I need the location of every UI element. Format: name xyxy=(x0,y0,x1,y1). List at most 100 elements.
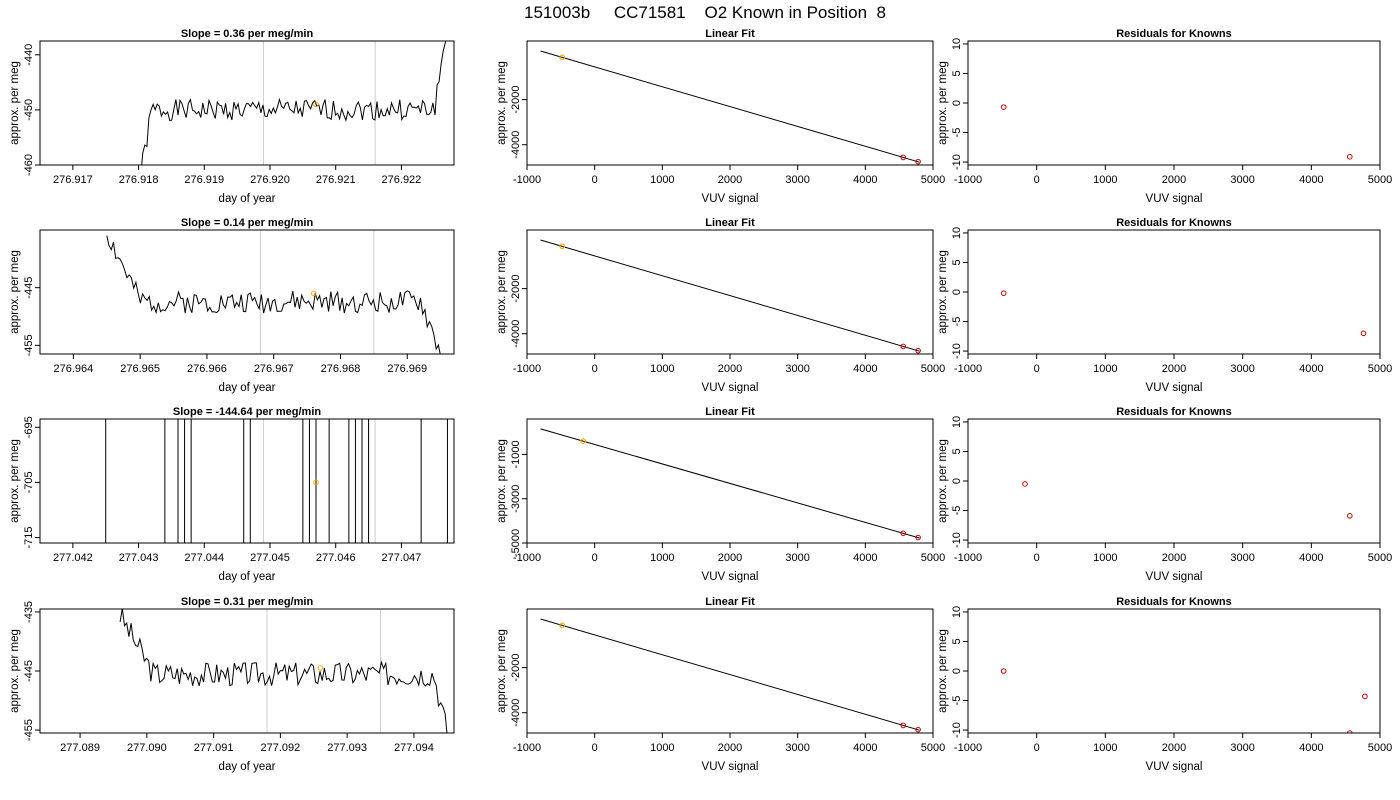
y-tick-label: 5 xyxy=(951,638,963,644)
y-tick-label: 0 xyxy=(951,478,963,484)
panel-r1-c3: Residuals for Knowns -1000 0 1000 2000 3000 40… xyxy=(937,28,1392,205)
x-tick-label: 277.090 xyxy=(127,742,167,754)
plot-frame xyxy=(967,229,1381,355)
x-tick-label: 4000 xyxy=(1299,552,1323,564)
y-tick-label: 5 xyxy=(951,259,963,265)
x-tick-label: 0 xyxy=(1034,174,1040,186)
x-tick-label: -1000 xyxy=(513,552,541,564)
x-tick-label: 0 xyxy=(592,174,598,186)
y-tick-label: -2000 xyxy=(510,275,522,303)
panel-title: Residuals for Knowns xyxy=(1116,217,1232,229)
x-tick-label: 3000 xyxy=(785,552,809,564)
plot-area xyxy=(1000,104,1353,160)
y-tick-label: -445 xyxy=(23,660,35,682)
y-tick-label: -2000 xyxy=(510,86,522,114)
plot-frame xyxy=(39,418,455,544)
plot-frame xyxy=(967,608,1381,734)
y-tick-label: 0 xyxy=(951,668,963,674)
data-point-red xyxy=(900,530,907,537)
marker-point xyxy=(313,101,319,108)
fit-line xyxy=(540,50,920,163)
marker-point xyxy=(317,665,324,671)
plot-frame xyxy=(39,40,455,166)
panel-title: Residuals for Knowns xyxy=(1116,596,1232,608)
plot-frame xyxy=(526,608,934,734)
x-tick-label: 4000 xyxy=(853,742,877,754)
y-tick-label: -440 xyxy=(23,44,35,66)
panel-title: Slope = 0.14 per meg/min xyxy=(181,217,314,229)
data-point-red xyxy=(915,158,921,165)
x-tick-label: 277.046 xyxy=(316,552,356,564)
panel-title: Linear Fit xyxy=(705,217,755,229)
x-tick-label: 1000 xyxy=(650,742,674,754)
x-tick-label: 277.042 xyxy=(53,552,93,564)
plot-frame xyxy=(39,229,455,355)
data-point-red xyxy=(1360,330,1367,337)
x-tick-label: 2000 xyxy=(718,552,742,564)
data-point-orange xyxy=(559,622,566,629)
x-tick-label: 4000 xyxy=(853,552,877,564)
plot-area xyxy=(540,239,921,354)
x-axis-label: VUV signal xyxy=(1146,761,1203,773)
data-point-red xyxy=(1346,730,1353,733)
x-tick-label: 0 xyxy=(1034,742,1040,754)
x-tick-label: 276.969 xyxy=(387,363,427,375)
x-tick-label: 0 xyxy=(592,742,598,754)
data-point-orange xyxy=(559,243,566,250)
data-point-red xyxy=(1000,668,1007,674)
data-point-red xyxy=(1362,693,1368,700)
x-tick-label: 276.919 xyxy=(184,174,224,186)
y-tick-label: -445 xyxy=(23,277,35,299)
y-tick-label: -705 xyxy=(23,471,35,493)
x-tick-label: 277.043 xyxy=(119,552,159,564)
y-tick-label: -2000 xyxy=(510,654,522,682)
y-tick-label: -460 xyxy=(23,154,35,176)
plot-area xyxy=(1000,668,1368,733)
fit-line xyxy=(540,618,920,731)
plot-area xyxy=(1022,481,1353,519)
panel-title: Linear Fit xyxy=(705,28,755,40)
x-tick-label: 1000 xyxy=(1093,363,1117,375)
x-tick-label: 0 xyxy=(1034,552,1040,564)
marker-point xyxy=(313,479,319,486)
x-tick-label: 277.047 xyxy=(382,552,422,564)
y-tick-label: -695 xyxy=(23,416,35,438)
panel-r3-c2: Linear Fit -1000 0 1000 2000 3000 4000 5000 -500… xyxy=(496,406,945,583)
data-point-red xyxy=(1000,104,1007,110)
x-tick-label: 2000 xyxy=(718,174,742,186)
x-tick-label: 276.965 xyxy=(120,363,160,375)
x-tick-label: 2000 xyxy=(1162,363,1186,375)
panel-r2-c3: Residuals for Knowns -1000 0 1000 2000 3000 40… xyxy=(937,217,1392,394)
data-point-red xyxy=(1000,290,1007,296)
x-tick-label: 1000 xyxy=(650,363,674,375)
y-tick-label: -450 xyxy=(23,99,35,121)
x-tick-label: 1000 xyxy=(1093,174,1117,186)
y-tick-label: -3000 xyxy=(510,485,522,513)
x-tick-label: 3000 xyxy=(1230,174,1254,186)
plot-area xyxy=(106,230,441,354)
marker-point xyxy=(310,290,317,297)
x-tick-label: 3000 xyxy=(1230,552,1254,564)
x-axis-label: day of year xyxy=(219,761,276,773)
x-axis-label: day of year xyxy=(219,382,276,394)
y-tick-label: -4000 xyxy=(510,699,522,727)
y-axis-label: approx. per meg xyxy=(937,439,949,523)
x-tick-label: 1000 xyxy=(1093,742,1117,754)
y-tick-label: 0 xyxy=(951,100,963,106)
panel-title: Slope = 0.31 per meg/min xyxy=(181,596,314,608)
y-tick-label: -10 xyxy=(951,154,963,170)
panel-title: Slope = 0.36 per meg/min xyxy=(181,28,314,40)
data-trace xyxy=(141,41,447,165)
y-axis-label: approx. per meg xyxy=(9,439,21,523)
x-tick-label: 5000 xyxy=(1368,552,1392,564)
x-tick-label: 276.917 xyxy=(53,174,93,186)
x-tick-label: 276.918 xyxy=(119,174,159,186)
x-axis-label: day of year xyxy=(219,571,276,583)
x-tick-label: -1000 xyxy=(954,552,982,564)
x-tick-label: 277.045 xyxy=(250,552,290,564)
y-tick-label: -10 xyxy=(951,532,963,548)
x-tick-label: 3000 xyxy=(785,363,809,375)
y-tick-label: -4000 xyxy=(510,131,522,159)
y-tick-label: 10 xyxy=(951,606,963,618)
